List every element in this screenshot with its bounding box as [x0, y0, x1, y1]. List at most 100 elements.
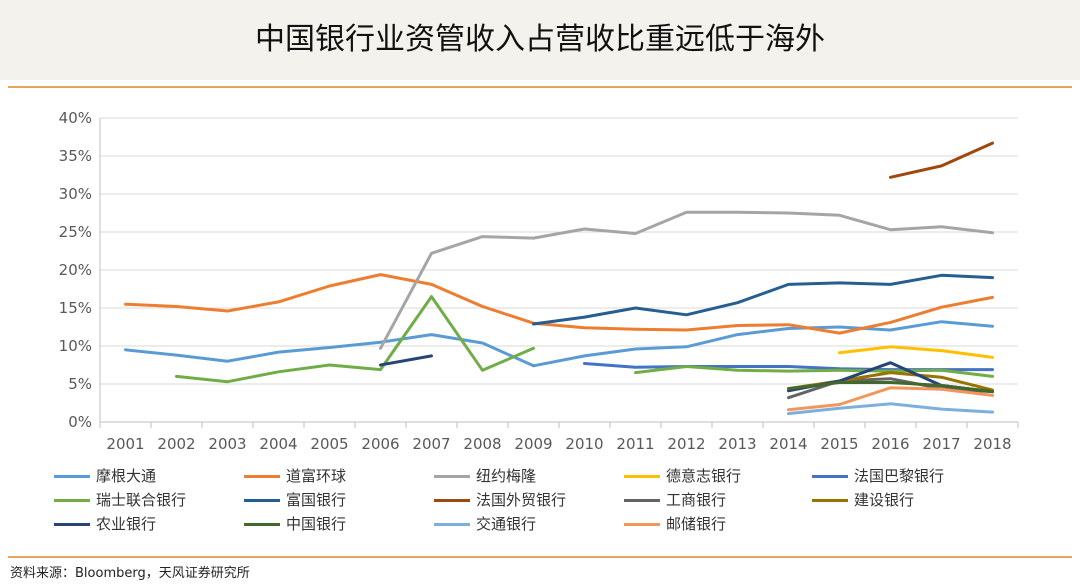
gridlines [99, 117, 1018, 423]
series-12 [787, 381, 994, 394]
legend-label: 交通银行 [476, 515, 537, 533]
y-tick-label: 20% [59, 261, 92, 279]
y-tick-label: 10% [59, 337, 92, 355]
x-tick-label: 2002 [157, 435, 195, 453]
series-7 [532, 273, 994, 326]
legend-swatch [434, 523, 470, 526]
legend-item: 建设银行 [812, 489, 914, 510]
legend-label: 法国巴黎银行 [854, 467, 945, 485]
series-line [583, 362, 994, 372]
series-1 [124, 320, 994, 368]
x-tick-label: 2013 [718, 435, 756, 453]
legend-item: 纽约梅隆 [434, 465, 536, 486]
y-tick-label: 40% [59, 109, 92, 127]
series-line [532, 273, 994, 326]
legend-swatch [244, 475, 280, 478]
series-line [379, 210, 994, 350]
legend-swatch [434, 499, 470, 502]
legend-label: 邮储银行 [666, 515, 727, 533]
legend-label: 中国银行 [286, 515, 347, 533]
legend-label: 瑞士联合银行 [96, 491, 187, 509]
legend-item: 交通银行 [434, 513, 536, 534]
series-line [379, 354, 433, 367]
legend-swatch [812, 499, 848, 502]
legend-swatch [434, 475, 470, 478]
legend-label: 摩根大通 [96, 467, 157, 485]
series-line [787, 402, 994, 416]
chart-title: 中国银行业资管收入占营收比重远低于海外 [255, 22, 825, 57]
x-tick-label: 2016 [871, 435, 909, 453]
y-tick-label: 5% [68, 375, 92, 393]
legend-label: 德意志银行 [666, 467, 742, 485]
series-line [787, 386, 994, 412]
series-4 [838, 345, 994, 359]
legend-item: 工商银行 [624, 489, 726, 510]
legend-item: 富国银行 [244, 489, 346, 510]
legend-swatch [244, 523, 280, 526]
series-9 [787, 377, 994, 400]
header-band [0, 0, 1080, 80]
series-2 [124, 273, 994, 335]
legend-swatch [624, 523, 660, 526]
series-line [787, 381, 994, 394]
y-tick-label: 15% [59, 299, 92, 317]
series-line [124, 273, 994, 335]
legend-swatch [54, 523, 90, 526]
legend-item: 摩根大通 [54, 465, 156, 486]
series-line [787, 377, 994, 400]
legend-label: 法国外贸银行 [476, 491, 567, 509]
series-line [124, 320, 994, 368]
series-8 [889, 141, 994, 179]
legend-label: 建设银行 [854, 491, 915, 509]
legend-label: 道富环球 [286, 467, 347, 485]
series-6 [175, 295, 994, 384]
y-tick-label: 0% [68, 413, 92, 431]
series-line [634, 365, 994, 378]
legend-swatch [244, 499, 280, 502]
legend-item: 法国外贸银行 [434, 489, 566, 510]
x-tick-label: 2008 [463, 435, 501, 453]
legend-item: 道富环球 [244, 465, 346, 486]
y-axis-ticks: 0% 5% 10% 15% 20% 25% 30% 35% 40% [59, 109, 92, 431]
x-tick-label: 2001 [106, 435, 144, 453]
x-tick-label: 2011 [616, 435, 654, 453]
line-chart: 0% 5% 10% 15% 20% 25% 30% 35% 40% 2001 2002 2003 20… [59, 109, 1019, 453]
legend-item: 中国银行 [244, 513, 346, 534]
x-tick-label: 2009 [514, 435, 552, 453]
bottom-divider [8, 556, 1072, 558]
series-line [838, 345, 994, 359]
x-axis-ticks: 2001 2002 2003 2004 2005 2006 2007 2008 2009 2010… [99, 422, 1019, 453]
x-tick-label: 2003 [208, 435, 246, 453]
legend-item: 农业银行 [54, 513, 156, 534]
legend-label: 纽约梅隆 [476, 467, 537, 485]
x-tick-label: 2004 [259, 435, 297, 453]
legend-swatch [624, 499, 660, 502]
series-line [175, 295, 535, 384]
legend-swatch [624, 475, 660, 478]
series-13 [787, 402, 994, 416]
legend-swatch [54, 499, 90, 502]
x-tick-label: 2014 [769, 435, 807, 453]
top-divider [8, 86, 1072, 88]
legend-label: 农业银行 [96, 515, 157, 533]
series-3 [379, 210, 994, 350]
x-tick-label: 2005 [310, 435, 348, 453]
source-note: 资料来源：Bloomberg，天风证券研究所 [10, 566, 250, 581]
legend-swatch [812, 475, 848, 478]
x-tick-label: 2006 [361, 435, 399, 453]
series-5 [583, 362, 994, 372]
y-tick-label: 35% [59, 147, 92, 165]
y-tick-label: 30% [59, 185, 92, 203]
x-tick-label: 2007 [412, 435, 450, 453]
series-14 [787, 386, 994, 412]
legend-swatch [54, 475, 90, 478]
x-tick-label: 2017 [922, 435, 960, 453]
legend-item: 邮储银行 [624, 513, 726, 534]
legend-label: 工商银行 [666, 491, 727, 509]
x-tick-label: 2015 [820, 435, 858, 453]
series-line [889, 141, 994, 179]
x-tick-label: 2018 [973, 435, 1011, 453]
legend-item: 瑞士联合银行 [54, 489, 186, 510]
legend-label: 富国银行 [286, 491, 347, 509]
y-tick-label: 25% [59, 223, 92, 241]
